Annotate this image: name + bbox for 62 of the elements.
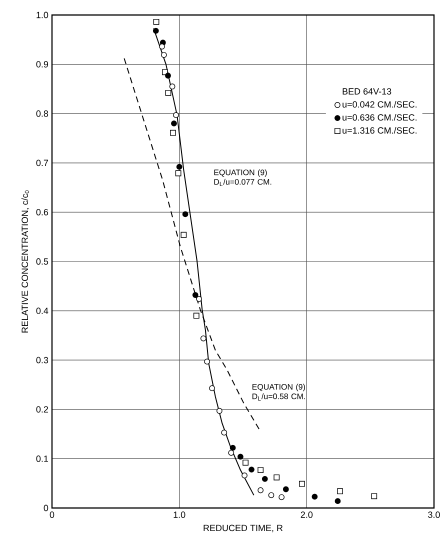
- point: [242, 460, 249, 466]
- legend-label: u=0.636 CM./SEC.: [342, 114, 417, 121]
- y-tick-label: 0.9: [36, 61, 48, 68]
- y-tick-label: 1.0: [36, 12, 48, 18]
- y-tick-label: 0.4: [36, 308, 48, 314]
- point: [334, 498, 341, 504]
- point: [194, 312, 200, 319]
- point: [278, 494, 285, 500]
- x-tick-label: 0: [50, 512, 54, 518]
- point: [262, 476, 268, 482]
- point: [192, 292, 199, 298]
- point: [159, 44, 166, 50]
- point: [268, 492, 274, 498]
- point: [312, 494, 318, 500]
- x-tick-label: 2.0: [301, 512, 313, 518]
- point: [258, 467, 264, 473]
- point: [274, 474, 280, 480]
- point: [371, 493, 378, 500]
- point: [170, 84, 176, 90]
- point: [258, 487, 264, 494]
- point: [221, 430, 228, 436]
- point: [248, 466, 255, 472]
- point: [238, 454, 244, 460]
- point: [216, 408, 223, 414]
- point: [165, 72, 172, 79]
- point: [176, 170, 182, 176]
- point: [154, 18, 160, 25]
- y-tick-label: 0.2: [36, 406, 48, 413]
- point: [228, 450, 234, 456]
- y-axis-title: RELATIVE CONCENTRATION, c/c$_{0}$: [22, 190, 30, 333]
- x-tick-label: 3.0: [428, 512, 440, 518]
- point: [176, 164, 182, 170]
- point: [166, 90, 172, 96]
- point: [337, 488, 344, 494]
- y-tick-label: 0.8: [36, 110, 48, 117]
- y-tick-label: 0.7: [36, 160, 48, 166]
- point: [242, 472, 248, 478]
- point: [204, 358, 210, 365]
- x-axis-title: REDUCED TIME, R: [204, 524, 283, 532]
- point: [209, 385, 216, 392]
- annotation: EQUATION (9) D$_{L}$/u=0.58 CM.: [252, 384, 306, 400]
- point: [196, 296, 202, 302]
- point: [170, 130, 176, 136]
- y-tick-label: 0: [44, 504, 48, 512]
- point: [230, 444, 236, 451]
- y-tick-label: 0.6: [36, 209, 48, 216]
- y-tick-label: 0.3: [36, 356, 48, 364]
- point: [299, 480, 306, 487]
- legend-label: u=1.316 CM./SEC.: [342, 127, 417, 134]
- legend-label: u=0.042 CM./SEC.: [342, 101, 417, 108]
- point: [180, 232, 187, 238]
- point: [283, 486, 290, 492]
- point: [171, 120, 178, 126]
- x-tick-label: 1.0: [174, 512, 186, 518]
- point: [153, 28, 160, 34]
- point: [161, 52, 168, 58]
- y-tick-label: 0.1: [36, 456, 48, 462]
- point: [173, 112, 180, 118]
- point: [182, 211, 188, 218]
- annotation: EQUATION (9) D$_{L}$/u=0.077 CM.: [214, 169, 272, 186]
- legend-title: BED 64V-13: [342, 88, 392, 95]
- y-tick-label: 0.5: [36, 258, 48, 265]
